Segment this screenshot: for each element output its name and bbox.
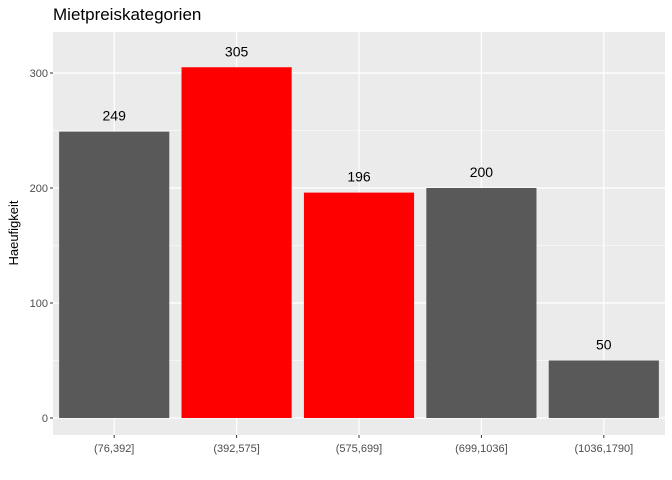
bar — [303, 192, 415, 418]
y-tick-label: 300 — [30, 68, 48, 80]
x-tick-label: (1036,1790] — [574, 443, 633, 455]
x-tick-label: (392,575] — [213, 443, 259, 455]
bar-value-label: 200 — [470, 164, 494, 180]
bar — [59, 131, 170, 418]
x-axis: (76,392] (392,575] (575,699] (699,1036] (103… — [94, 435, 633, 455]
y-tick-label: 0 — [42, 413, 48, 425]
x-tick-label: (76,392] — [94, 443, 134, 455]
chart-title: Mietpreiskategorien — [53, 5, 201, 24]
bar-value-label: 196 — [347, 169, 371, 185]
y-tick-label: 100 — [30, 298, 48, 310]
y-axis-label: Haeufigkeit — [6, 200, 21, 265]
bars — [59, 67, 659, 418]
bar-value-label: 50 — [596, 337, 612, 353]
x-tick-label: (699,1036] — [455, 443, 508, 455]
data-labels: 249 305 196 200 50 — [103, 43, 612, 352]
y-tick-label: 200 — [30, 183, 48, 195]
x-tick-label: (575,699] — [336, 443, 382, 455]
y-axis: 0 100 200 300 — [30, 68, 53, 425]
bar-value-label: 249 — [103, 108, 127, 124]
bar — [181, 67, 292, 418]
bar-value-label: 305 — [225, 43, 249, 59]
bar — [426, 188, 537, 418]
bar — [548, 360, 659, 418]
